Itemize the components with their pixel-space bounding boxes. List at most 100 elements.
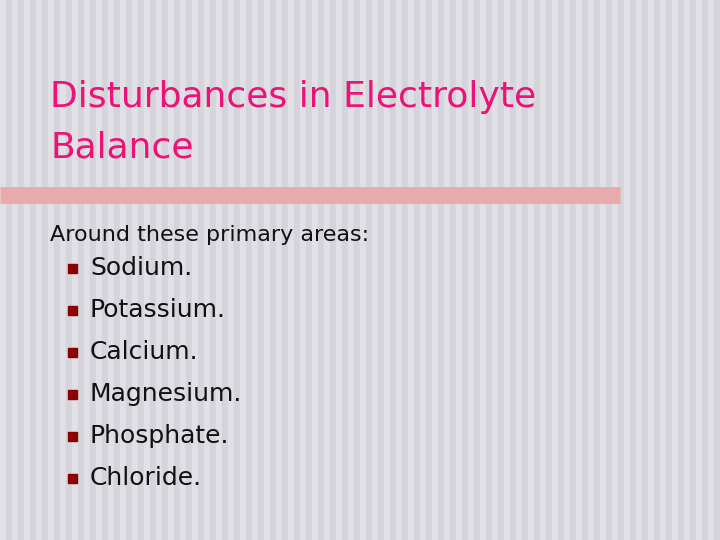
Bar [696,0,702,540]
Bar [300,0,306,540]
Bar [456,0,462,540]
Text: Sodium.: Sodium. [90,256,192,280]
Bar [324,0,330,540]
Bar [90,0,96,540]
Bar [588,0,594,540]
Bar [78,0,84,540]
Bar [432,0,438,540]
Bar [216,0,222,540]
Bar [42,0,48,540]
Bar [288,0,294,540]
Bar [138,0,144,540]
Bar [294,0,300,540]
Bar [68,348,77,356]
Bar [24,0,30,540]
Bar [30,0,36,540]
Bar [6,0,12,540]
Bar [714,0,720,540]
Bar [198,0,204,540]
Text: Chloride.: Chloride. [90,466,202,490]
Bar [72,0,78,540]
Bar [690,0,696,540]
Bar [510,0,516,540]
Bar [528,0,534,540]
Bar [534,0,540,540]
Bar [540,0,546,540]
Bar [68,431,77,441]
Bar [222,0,228,540]
Bar [654,0,660,540]
Bar [492,0,498,540]
Bar [576,0,582,540]
Bar [270,0,276,540]
Bar [150,0,156,540]
Bar [474,0,480,540]
Bar [84,0,90,540]
Bar [642,0,648,540]
Bar [522,0,528,540]
Bar [68,474,77,483]
Bar [228,0,234,540]
Text: Balance: Balance [50,130,194,164]
Bar [18,0,24,540]
Bar [114,0,120,540]
Bar [156,0,162,540]
Bar [36,0,42,540]
Bar [144,0,150,540]
Bar [552,0,558,540]
Bar [0,0,6,540]
Bar [282,0,288,540]
Bar [366,0,372,540]
Bar [186,0,192,540]
Bar [108,0,114,540]
Bar [66,0,72,540]
Bar [384,0,390,540]
Bar [516,0,522,540]
Bar [666,0,672,540]
Bar [468,0,474,540]
Bar [180,0,186,540]
Bar [702,0,708,540]
Bar [252,0,258,540]
Bar [174,0,180,540]
Bar [414,0,420,540]
Text: Potassium.: Potassium. [90,298,226,322]
Bar [162,0,168,540]
Bar [480,0,486,540]
Bar [558,0,564,540]
Bar [408,0,414,540]
Bar [312,0,318,540]
Bar [306,0,312,540]
Bar [68,306,77,314]
Bar [48,0,54,540]
Text: Phosphate.: Phosphate. [90,424,230,448]
Bar [360,0,366,540]
Bar [60,0,66,540]
Bar [342,0,348,540]
Bar [462,0,468,540]
Bar [594,0,600,540]
Bar [276,0,282,540]
Bar [12,0,18,540]
Bar [54,0,60,540]
Bar [636,0,642,540]
Bar [354,0,360,540]
Bar [624,0,630,540]
Bar [426,0,432,540]
Bar [120,0,126,540]
Bar [348,0,354,540]
Bar [618,0,624,540]
Bar [402,0,408,540]
Bar [132,0,138,540]
Text: Magnesium.: Magnesium. [90,382,243,406]
Bar [378,0,384,540]
Bar [372,0,378,540]
Bar [630,0,636,540]
Bar [390,0,396,540]
Bar [570,0,576,540]
Bar [606,0,612,540]
Bar [68,264,77,273]
Bar [336,0,342,540]
Bar [438,0,444,540]
Bar [564,0,570,540]
